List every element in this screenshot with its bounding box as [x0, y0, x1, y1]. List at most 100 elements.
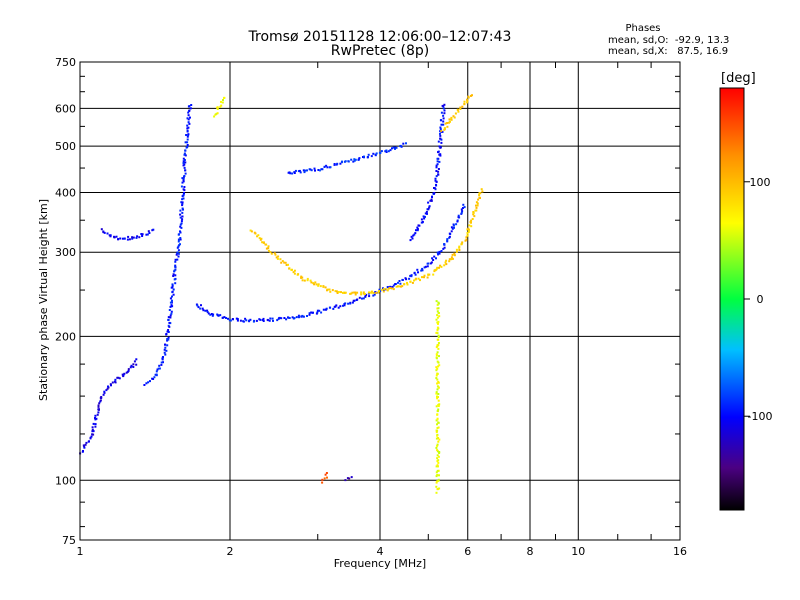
data-point — [472, 211, 475, 213]
data-point — [375, 291, 378, 294]
data-point — [292, 271, 295, 274]
data-point — [147, 381, 150, 384]
data-point — [179, 209, 182, 212]
data-point — [256, 235, 259, 238]
data-point — [126, 238, 129, 241]
data-point — [433, 255, 436, 258]
data-point — [88, 440, 90, 443]
data-point — [183, 153, 186, 156]
data-point — [437, 168, 440, 170]
data-point — [443, 243, 446, 246]
data-point — [461, 210, 464, 213]
data-point — [353, 291, 356, 294]
data-point — [321, 168, 324, 171]
data-point — [463, 100, 466, 103]
data-point — [145, 233, 148, 236]
data-point — [177, 252, 180, 255]
data-point — [186, 127, 189, 130]
data-point — [321, 478, 324, 481]
data-point — [113, 236, 116, 239]
data-point — [439, 132, 441, 135]
data-point — [414, 273, 417, 276]
data-point — [337, 306, 340, 309]
data-point — [477, 198, 480, 201]
data-point — [306, 315, 308, 317]
data-point — [436, 464, 439, 467]
data-point — [170, 304, 173, 307]
data-point — [222, 99, 224, 101]
data-point — [430, 199, 433, 202]
data-point — [304, 169, 307, 172]
data-point — [183, 189, 186, 192]
data-point — [412, 234, 415, 237]
data-point — [110, 384, 112, 387]
data-point — [306, 279, 309, 282]
data-point — [455, 223, 458, 226]
data-point — [121, 237, 124, 240]
data-point — [448, 260, 451, 263]
data-point — [329, 166, 332, 169]
data-point — [173, 278, 176, 281]
data-point — [353, 159, 356, 162]
data-point — [443, 112, 446, 115]
data-point — [335, 304, 338, 307]
data-point — [370, 290, 373, 293]
data-point — [219, 105, 222, 108]
data-point — [337, 291, 340, 293]
data-point — [384, 150, 387, 153]
data-point — [363, 293, 366, 295]
data-point — [152, 378, 155, 380]
data-point — [221, 101, 224, 104]
data-point — [342, 291, 344, 294]
data-point — [372, 291, 375, 294]
data-point — [450, 226, 453, 229]
data-point — [434, 188, 437, 191]
data-point — [299, 171, 302, 174]
data-point — [438, 474, 440, 477]
data-point — [163, 348, 166, 351]
data-point — [98, 402, 101, 405]
data-point — [423, 266, 426, 269]
data-point — [177, 240, 180, 243]
data-point — [181, 204, 184, 207]
data-point — [437, 478, 440, 481]
data-point — [189, 116, 191, 119]
data-point — [410, 275, 413, 278]
data-point — [436, 251, 439, 254]
data-point — [301, 314, 304, 317]
data-point — [437, 461, 440, 464]
data-point — [354, 291, 357, 294]
data-point — [171, 283, 174, 286]
data-point — [442, 107, 445, 110]
data-point — [135, 358, 138, 361]
data-point — [125, 371, 128, 374]
data-point — [351, 291, 354, 294]
data-point — [328, 306, 331, 309]
data-point — [177, 249, 180, 252]
data-point — [432, 273, 435, 276]
data-point — [426, 265, 429, 268]
data-point — [404, 277, 407, 280]
x-tick-label: 10 — [571, 545, 585, 558]
data-point — [313, 167, 316, 170]
data-point — [181, 198, 184, 201]
x-tick-label: 4 — [377, 545, 384, 558]
data-point — [456, 108, 459, 111]
data-point — [421, 267, 424, 270]
data-point — [436, 488, 439, 491]
data-point — [168, 321, 171, 324]
data-point — [171, 305, 174, 308]
y-tick-label: 400 — [55, 186, 76, 199]
data-point — [437, 408, 440, 411]
data-point — [206, 309, 209, 312]
data-point — [318, 169, 321, 172]
data-point — [437, 322, 439, 325]
data-point — [436, 326, 439, 329]
data-point — [339, 162, 342, 165]
data-point — [435, 431, 438, 434]
data-point — [225, 317, 227, 319]
data-point — [437, 399, 440, 402]
data-point — [436, 449, 439, 452]
data-point — [164, 343, 167, 346]
data-point — [317, 284, 320, 287]
